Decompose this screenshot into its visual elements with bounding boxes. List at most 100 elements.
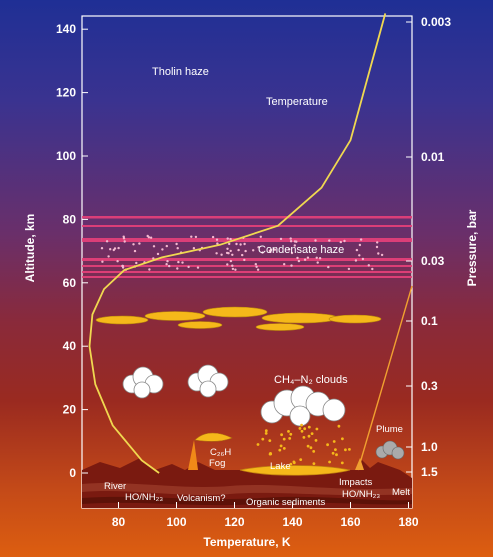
- haze-droplet: [327, 265, 330, 269]
- haze-droplet: [105, 240, 109, 243]
- rain-drop: [310, 432, 314, 435]
- y-left-tick-label: 120: [56, 86, 76, 100]
- haze-droplet: [231, 267, 235, 271]
- haze-droplet: [190, 235, 193, 238]
- haze-droplet: [176, 247, 179, 250]
- haze-droplet: [177, 260, 180, 264]
- rain-drop: [289, 432, 293, 436]
- haze-droplet: [231, 253, 234, 256]
- titan-surface: [82, 432, 412, 508]
- rain-drop: [264, 429, 268, 433]
- haze-droplet: [244, 249, 247, 253]
- right-axis: 0.003 0.01 0.03 0.1 0.3 1.0 1.5: [406, 15, 451, 479]
- impacts-label: Impacts: [339, 477, 373, 488]
- haze-droplet: [355, 248, 359, 252]
- rain-drop: [332, 440, 336, 443]
- haze-droplet: [243, 258, 246, 262]
- haze-droplet: [354, 259, 358, 262]
- haze-droplet: [255, 265, 258, 268]
- haze-droplet: [107, 255, 110, 258]
- haze-droplet: [229, 237, 232, 241]
- haze-droplet: [315, 256, 318, 259]
- haze-droplet: [343, 239, 346, 243]
- haze-droplet: [279, 237, 283, 241]
- haze-droplet: [306, 256, 310, 259]
- haze-droplet: [220, 253, 223, 256]
- y-left-axis-title: Altitude, km: [23, 214, 37, 283]
- haze-droplet: [149, 236, 153, 239]
- y-right-axis-title: Pressure, bar: [465, 209, 479, 286]
- rain-drop: [307, 434, 311, 438]
- haze-droplet: [122, 237, 126, 240]
- haze-droplet: [135, 261, 138, 265]
- y-right-tick-label: 0.3: [421, 379, 438, 393]
- rain-drop: [309, 446, 313, 450]
- rain-drop: [335, 453, 338, 457]
- x-tick-label: 180: [398, 515, 418, 529]
- haze-droplet: [376, 241, 379, 244]
- river-label: River: [104, 481, 126, 492]
- haze-droplet: [192, 247, 196, 250]
- lake: [239, 465, 351, 476]
- haze-droplet: [254, 263, 257, 266]
- temperature-curve: [88, 13, 387, 474]
- rain-drop: [269, 452, 272, 455]
- haze-droplet: [229, 249, 232, 253]
- haze-droplet: [211, 235, 215, 239]
- haze-droplet: [138, 242, 141, 245]
- rain-drop: [298, 427, 302, 430]
- haze-droplet: [215, 238, 219, 241]
- haze-droplet: [347, 267, 351, 271]
- haze-droplet: [237, 248, 240, 252]
- haze-droplet: [215, 252, 218, 255]
- haze-droplet: [235, 242, 238, 246]
- haze-droplet: [226, 247, 229, 250]
- haze-droplet: [146, 234, 149, 238]
- left-axis: 0 20 40 60 80 100 120 140: [56, 22, 88, 480]
- rain-drop: [344, 448, 347, 452]
- rain-drop: [278, 448, 282, 452]
- rain-drop: [312, 462, 316, 465]
- haze-droplet: [257, 246, 260, 249]
- haze-droplet: [225, 251, 229, 255]
- rain-drop: [315, 427, 319, 431]
- rain-drop: [299, 458, 303, 461]
- rain-drop: [331, 451, 335, 455]
- rain-drop: [287, 430, 290, 433]
- haze-droplet: [156, 252, 160, 256]
- haze-droplet: [196, 266, 200, 269]
- fog-cloud: [194, 432, 233, 442]
- haze-droplet: [231, 264, 234, 267]
- x-tick-label: 100: [166, 515, 186, 529]
- haze-droplet: [318, 257, 322, 260]
- ho-nh3-left-label: HO/NH₂₃: [125, 492, 163, 503]
- rain-drop: [328, 460, 331, 464]
- plume-cloud: [375, 440, 405, 460]
- rain-drop: [261, 437, 265, 441]
- haze-droplet: [152, 245, 156, 248]
- y-left-tick-label: 20: [63, 403, 77, 417]
- plot-frame: [81, 15, 413, 509]
- haze-droplet: [243, 242, 246, 246]
- haze-droplet: [290, 264, 293, 267]
- haze-droplet: [109, 248, 112, 251]
- rain-drop: [337, 424, 341, 428]
- fog-label: Fog: [209, 458, 225, 469]
- haze-droplet: [226, 263, 229, 266]
- haze-droplet: [239, 243, 242, 246]
- haze-droplet: [328, 239, 331, 242]
- haze-droplet: [377, 252, 380, 255]
- rain-drop: [341, 437, 344, 441]
- rain-drop: [302, 436, 306, 439]
- haze-droplet: [314, 239, 317, 242]
- temperature-label: Temperature: [266, 96, 328, 108]
- y-left-tick-label: 0: [69, 466, 76, 480]
- y-right-tick-label: 0.01: [421, 150, 445, 164]
- y-left-tick-label: 100: [56, 149, 76, 163]
- y-left-tick-label: 80: [63, 212, 77, 226]
- haze-droplet: [361, 257, 365, 261]
- haze-droplet: [259, 235, 262, 238]
- haze-droplet: [228, 242, 231, 246]
- haze-droplet: [116, 260, 119, 263]
- rain-drop: [340, 461, 344, 465]
